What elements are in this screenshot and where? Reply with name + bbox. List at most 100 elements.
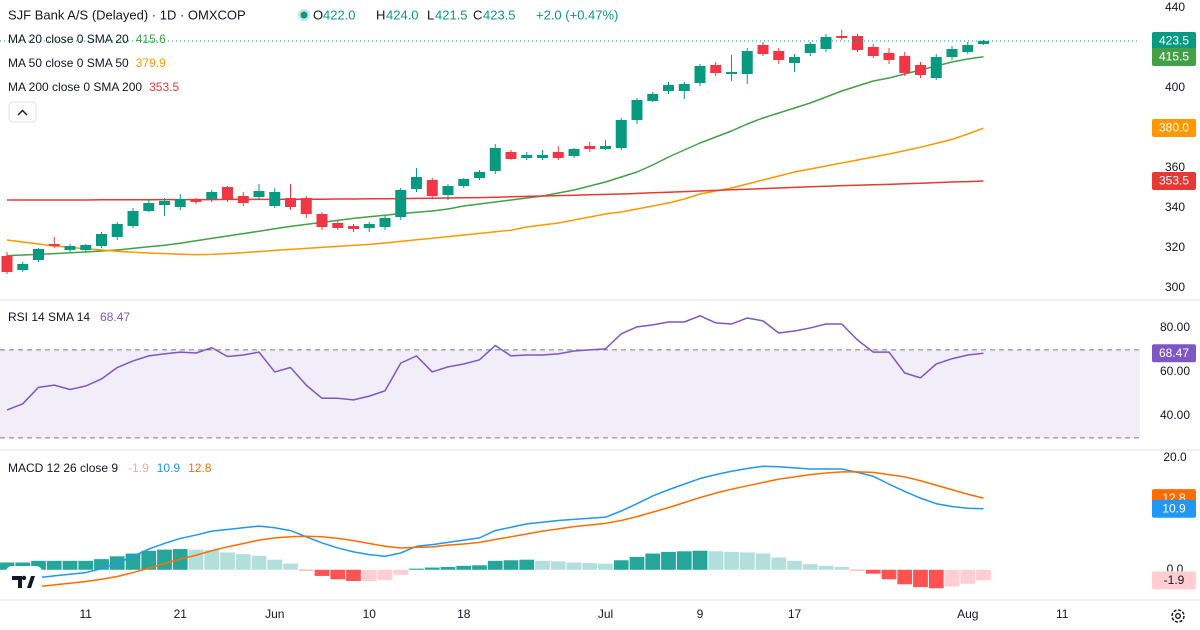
histogram-bar — [472, 565, 487, 570]
candle-body — [741, 51, 753, 74]
candle-body — [694, 66, 706, 83]
histogram-bar — [661, 551, 676, 570]
indicator-line — [6, 56, 984, 257]
histogram-bar — [708, 551, 724, 570]
histogram-bar — [771, 557, 787, 570]
candle-body — [710, 65, 722, 73]
candle-body — [253, 191, 265, 197]
candle-body — [222, 187, 233, 199]
histogram-bar — [377, 569, 393, 580]
candle-body — [395, 190, 407, 217]
histogram-bar — [850, 569, 865, 571]
ohlc-key: O — [313, 7, 323, 22]
histogram-bar — [598, 563, 613, 570]
candle-body — [663, 85, 674, 91]
candle-body — [269, 192, 281, 206]
candle-body — [332, 223, 344, 228]
candle-body — [316, 214, 328, 227]
y-tick-label: 300 — [1165, 280, 1185, 294]
candle-body — [820, 37, 832, 49]
y-tick-label: 360 — [1165, 160, 1185, 174]
histogram-bar — [944, 569, 960, 587]
ohlc-value: 424.0 — [386, 7, 419, 22]
histogram-bar — [550, 561, 566, 570]
histogram-bar — [220, 552, 235, 570]
histogram-bar — [204, 550, 220, 570]
candle-body — [411, 177, 422, 189]
y-tick-label: 60.00 — [1160, 364, 1190, 378]
histogram-bar — [62, 560, 78, 570]
x-tick-label: 11 — [80, 607, 93, 621]
y-tick-label: 400 — [1165, 80, 1185, 94]
histogram-bar — [487, 560, 503, 570]
legend-label: RSI 14 SMA 14 — [8, 310, 90, 324]
histogram-bar — [582, 563, 598, 570]
histogram-bar — [865, 569, 881, 574]
candle-body — [978, 41, 989, 44]
histogram-bar — [78, 560, 94, 570]
histogram-bar — [283, 563, 298, 570]
candle-body — [143, 203, 155, 211]
candle-body — [552, 152, 564, 158]
legend-label: MA 50 close 0 SMA 50 — [8, 56, 129, 70]
candle-body — [127, 211, 139, 226]
candle-body — [537, 155, 548, 158]
legend-value: 10.9 — [157, 461, 181, 475]
x-tick-label: Aug — [957, 607, 978, 621]
candle-body — [48, 244, 60, 246]
collapse-button[interactable] — [8, 101, 37, 123]
overlay: SJF Bank A/S (Delayed) · 1D · OMXCOP O 4… — [6, 7, 1196, 623]
candle-body — [852, 36, 863, 50]
candle-body — [615, 120, 627, 148]
histogram-bar — [188, 549, 204, 570]
candle-body — [757, 45, 769, 54]
settings-button[interactable] — [1171, 609, 1185, 623]
ohlc-value: 421.5 — [435, 7, 468, 22]
indicator-line — [6, 465, 984, 584]
symbol-title[interactable]: SJF Bank A/S (Delayed) · 1D · OMXCOP — [8, 7, 246, 22]
histogram-bar — [235, 554, 251, 570]
candle-body — [474, 172, 485, 178]
x-tick-label: 17 — [788, 607, 802, 621]
candle-body — [206, 192, 218, 199]
logo-icon — [12, 576, 35, 588]
candle-body — [600, 146, 611, 149]
histogram-bar — [46, 560, 62, 570]
candle-body — [489, 148, 501, 171]
candle-body — [631, 100, 643, 120]
histogram-bar — [787, 560, 802, 570]
y-tick-label: 80.00 — [1160, 320, 1190, 334]
y-tick-label: 40.00 — [1160, 408, 1190, 422]
x-tick-label: Jun — [265, 607, 284, 621]
histogram-bar — [503, 560, 519, 570]
logo-icon — [21, 575, 27, 581]
histogram-bar — [519, 559, 535, 570]
candle-body — [96, 234, 107, 246]
x-tick-label: 21 — [174, 607, 188, 621]
legend-value: 68.47 — [100, 310, 130, 324]
x-tick-label: 11 — [1056, 607, 1069, 621]
indicator-line — [6, 471, 984, 591]
x-tick-label: Jul — [598, 607, 613, 621]
price-badge — [1152, 172, 1196, 190]
candle-body — [836, 36, 848, 38]
settings-icon — [1175, 613, 1181, 619]
candle-body — [867, 47, 879, 56]
histogram-bar — [645, 553, 661, 570]
legend-label: MACD 12 26 close 9 — [8, 461, 118, 475]
histogram-bar — [613, 560, 629, 570]
candle-body — [773, 51, 785, 60]
ohlc-value: 422.0 — [323, 7, 356, 22]
legend-value: -1.9 — [128, 461, 149, 475]
histogram-bar — [676, 551, 692, 570]
histogram-bar — [440, 566, 456, 570]
candle-body — [804, 44, 816, 53]
indicator-line — [7, 180, 984, 201]
histogram-bar — [424, 567, 440, 570]
indicator-line — [6, 315, 984, 411]
candle-body — [363, 224, 375, 228]
histogram-bar — [897, 569, 913, 585]
indicator-line — [6, 127, 984, 256]
legend-value: 12.8 — [188, 461, 212, 475]
